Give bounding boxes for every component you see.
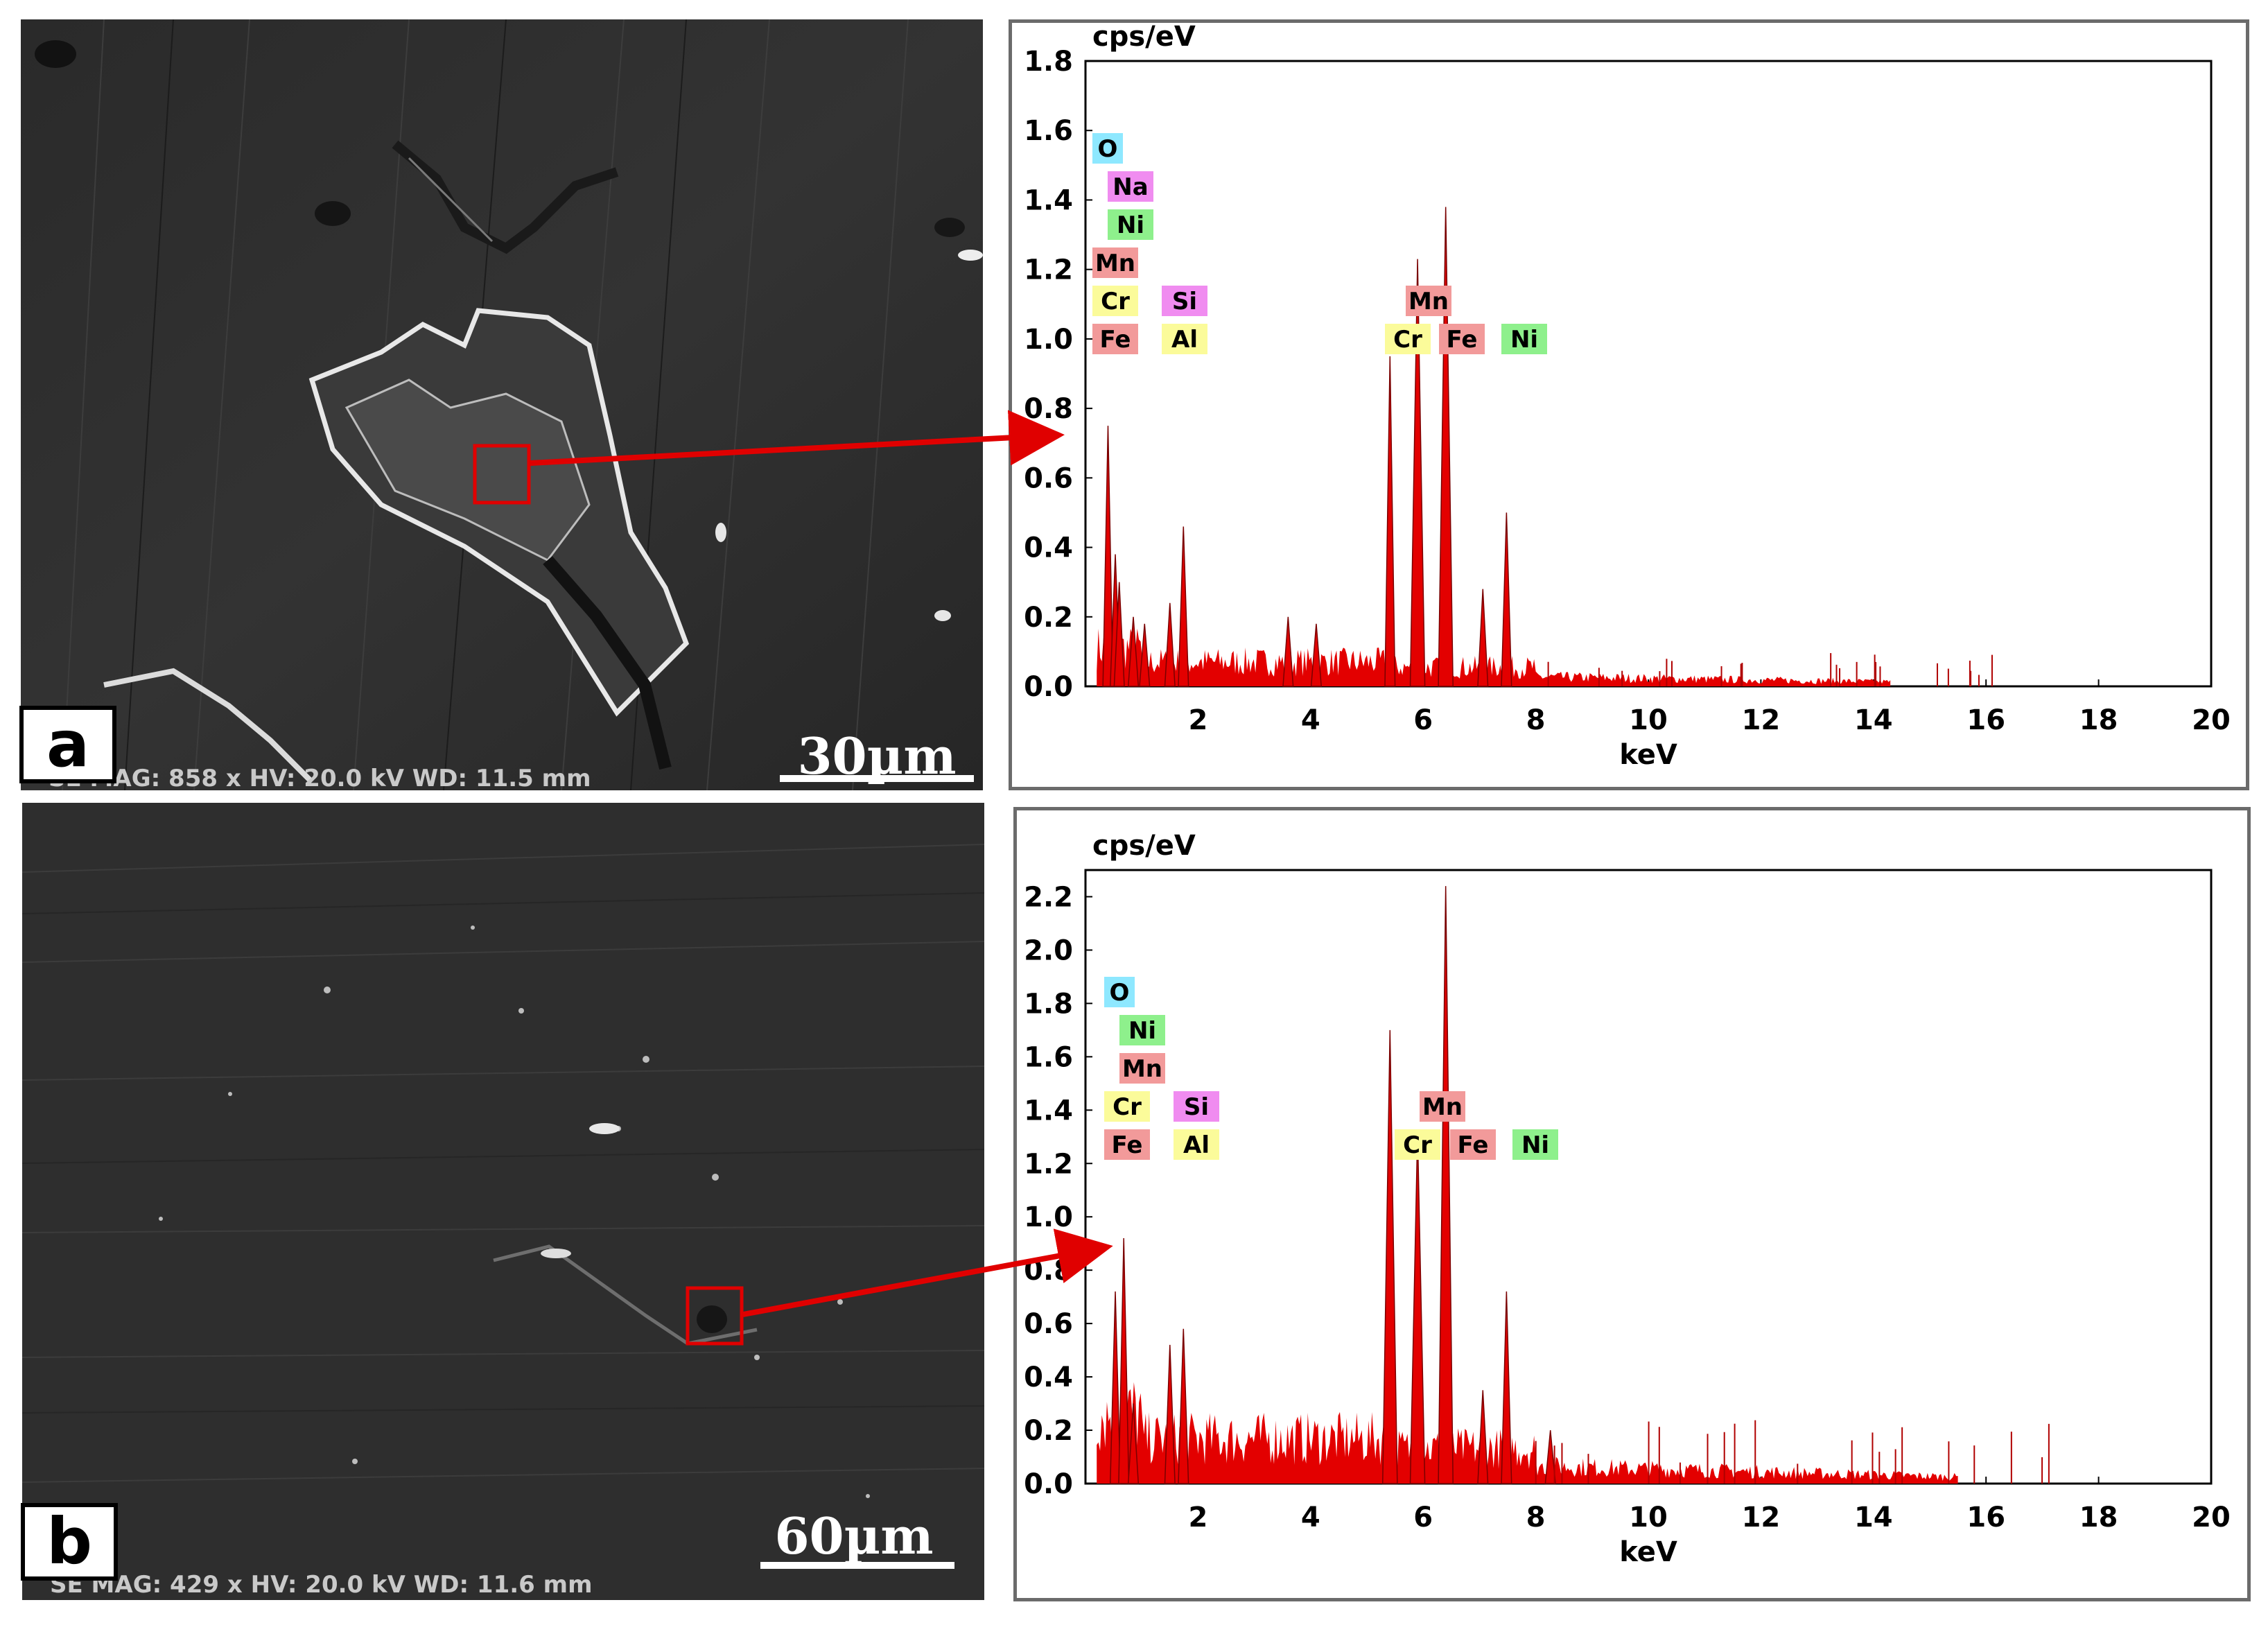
sem-texture-b bbox=[22, 803, 984, 1600]
scale-bar-b bbox=[760, 1562, 954, 1569]
sem-image-a: SE MAG: 858 x HV: 20.0 kV WD: 11.5 mm 30… bbox=[21, 19, 983, 790]
eds-frame-b bbox=[1013, 807, 2251, 1601]
sem-footer-b: SE MAG: 429 x HV: 20.0 kV WD: 11.6 mm bbox=[50, 1571, 593, 1599]
sem-texture-a bbox=[21, 19, 983, 790]
eds-frame-a bbox=[1009, 19, 2249, 790]
selection-box-a bbox=[473, 444, 531, 505]
sem-image-b: SE MAG: 429 x HV: 20.0 kV WD: 11.6 mm 60… bbox=[22, 803, 984, 1600]
panel-label-a: a bbox=[19, 706, 116, 783]
scale-label-b: 60µm bbox=[774, 1506, 934, 1565]
selection-box-b bbox=[686, 1286, 744, 1346]
sem-footer-a: SE MAG: 858 x HV: 20.0 kV WD: 11.5 mm bbox=[49, 765, 591, 790]
panel-label-b: b bbox=[21, 1503, 118, 1581]
scale-bar-a bbox=[780, 775, 974, 782]
